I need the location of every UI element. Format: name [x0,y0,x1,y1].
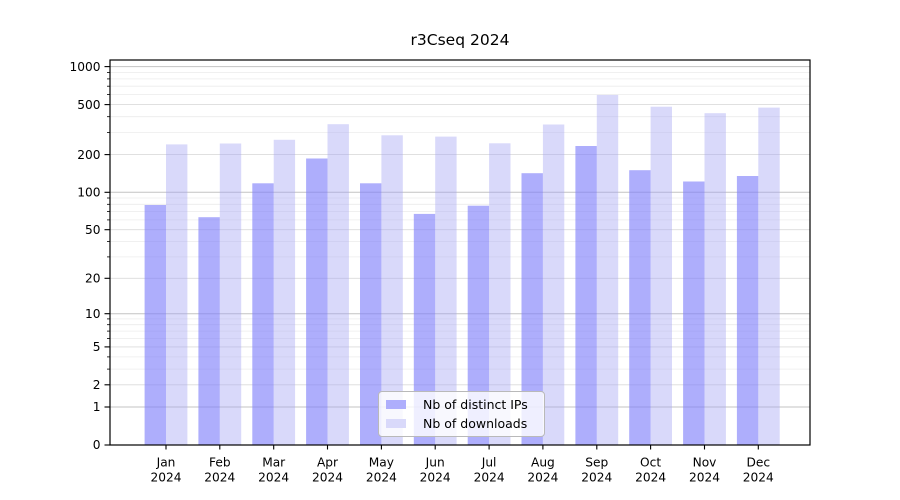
bar-nb-of-downloads-aug-2024 [542,124,565,445]
x-tick-label-year: 2024 [366,471,397,485]
bar-nb-of-downloads-jun-2024 [435,136,457,445]
x-tick-label-month: Oct [640,456,661,470]
y-tick-label: 0 [93,438,101,452]
legend-label-distinct-ips: Nb of distinct IPs [423,396,528,412]
bar-nb-of-downloads-may-2024 [381,135,403,446]
y-tick-label: 500 [77,98,100,112]
legend-item-downloads: Nb of downloads [379,416,544,431]
x-tick-label-month: May [369,456,394,470]
x-tick-label-year: 2024 [635,471,666,485]
bar-nb-of-distinct-ips-mar-2024 [252,183,274,446]
x-tick-label-month: Jul [481,456,497,470]
bar-nb-of-distinct-ips-dec-2024 [736,176,759,445]
legend: Nb of distinct IPs Nb of downloads [378,391,545,437]
legend-item-distinct-ips: Nb of distinct IPs [379,397,544,412]
x-tick-label-year: 2024 [743,471,774,485]
x-tick-label-month: Sep [585,456,608,470]
legend-swatch-distinct-ips-icon [386,399,406,409]
x-tick-label-month: Jan [156,456,176,470]
x-tick-label-month: Mar [262,456,286,470]
bar-nb-of-downloads-apr-2024 [327,124,349,445]
x-tick-label-year: 2024 [204,471,235,485]
y-tick-label: 10 [85,307,101,321]
y-tick-label: 200 [77,148,100,162]
x-tick-label-month: Dec [747,456,771,470]
plot-border [109,59,811,446]
x-tick-label-year: 2024 [474,471,505,485]
y-tick-label: 50 [85,223,101,237]
x-tick-label-month: Feb [209,456,231,470]
x-tick-label-year: 2024 [581,471,612,485]
bar-nb-of-downloads-jan-2024 [166,144,188,445]
bar-nb-of-distinct-ips-sep-2024 [575,146,597,445]
bar-nb-of-downloads-oct-2024 [650,106,672,445]
x-tick-label-year: 2024 [150,471,181,485]
x-tick-label-month: Aug [531,456,555,470]
bars [144,94,780,446]
y-tick-label: 5 [93,340,101,354]
x-tick-label-year: 2024 [312,471,343,485]
x-tick-label-year: 2024 [258,471,289,485]
bar-nb-of-distinct-ips-nov-2024 [683,181,705,445]
y-tick-label: 1000 [69,60,100,74]
bar-nb-of-distinct-ips-may-2024 [360,183,382,446]
y-tick-label: 2 [93,378,101,392]
bar-nb-of-downloads-sep-2024 [596,94,619,446]
bar-nb-of-downloads-jul-2024 [489,143,511,446]
x-tick-label-year: 2024 [527,471,558,485]
y-tick-label: 1 [93,400,101,414]
bar-nb-of-distinct-ips-jul-2024 [467,205,490,445]
bar-nb-of-downloads-mar-2024 [273,139,296,446]
bar-nb-of-downloads-nov-2024 [704,113,726,445]
x-tick-label-month: Jun [425,456,445,470]
x-tick-label-year: 2024 [689,471,720,485]
y-tick-label: 100 [77,186,100,200]
bar-nb-of-distinct-ips-feb-2024 [198,217,220,445]
bar-nb-of-downloads-feb-2024 [219,143,242,445]
legend-label-downloads: Nb of downloads [423,416,528,432]
bar-nb-of-distinct-ips-jun-2024 [413,213,436,445]
bar-nb-of-distinct-ips-oct-2024 [629,170,651,445]
y-tick-label: 20 [85,272,101,286]
bar-nb-of-distinct-ips-apr-2024 [306,158,328,445]
x-tick-label-year: 2024 [420,471,451,485]
x-tick-label-month: Apr [317,456,339,470]
chart-title: r3Cseq 2024 [410,31,510,49]
x-axis: Jan2024Feb2024Mar2024Apr2024May2024Jun20… [150,445,774,485]
x-tick-label-month: Nov [693,456,717,470]
legend-swatch-downloads-icon [386,419,406,429]
bar-nb-of-distinct-ips-jan-2024 [144,205,166,445]
bar-nb-of-downloads-dec-2024 [758,107,780,445]
bar-nb-of-distinct-ips-aug-2024 [521,173,543,445]
